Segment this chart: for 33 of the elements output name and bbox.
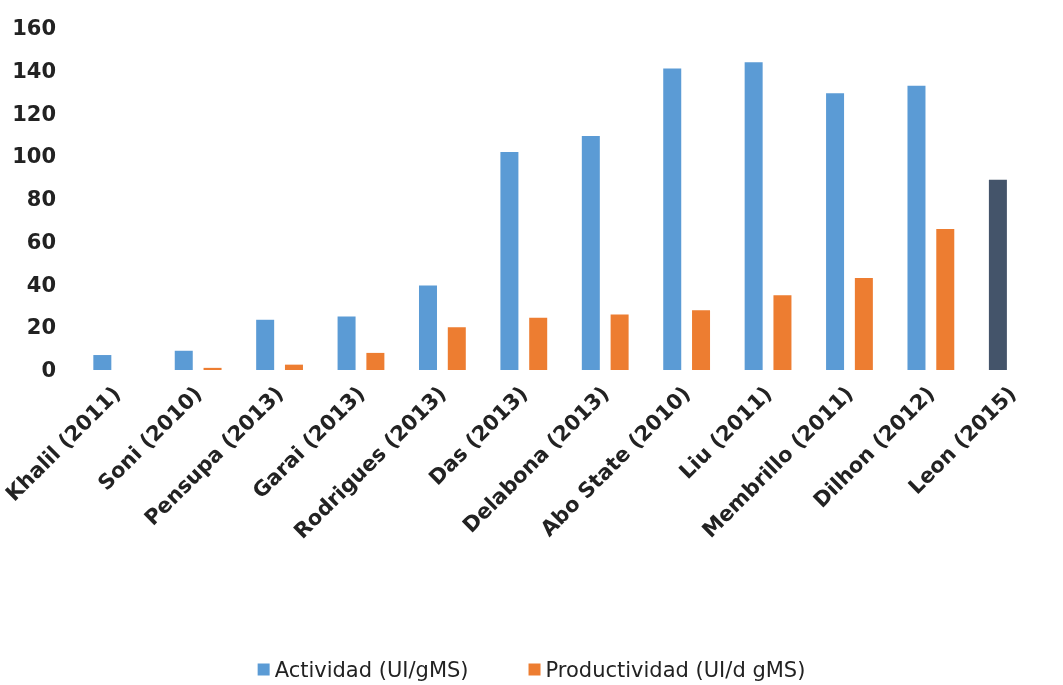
y-tick-label: 40 [26, 272, 57, 297]
y-tick-label: 120 [12, 101, 57, 126]
bar [284, 364, 303, 370]
legend-label: Actividad (UI/gMS) [274, 657, 469, 682]
bar [610, 314, 629, 370]
bar [337, 316, 356, 370]
bar [529, 317, 548, 370]
bar [692, 310, 711, 370]
y-tick-label: 140 [12, 58, 57, 83]
y-tick-label: 60 [26, 229, 57, 254]
legend-label: Productividad (UI/d gMS) [545, 657, 806, 682]
bar [854, 278, 873, 370]
y-tick-label: 20 [26, 315, 57, 340]
bar [744, 62, 763, 370]
bar [418, 285, 437, 370]
y-tick-label: 100 [12, 144, 57, 169]
bar [203, 367, 222, 370]
bar [500, 151, 519, 370]
bar [366, 352, 385, 370]
y-tick-label: 160 [12, 16, 57, 40]
bar [988, 179, 1007, 370]
bar [907, 85, 926, 370]
bar [447, 327, 466, 370]
y-tick-label: 80 [26, 187, 57, 211]
bar [773, 295, 792, 370]
bar [936, 228, 955, 370]
bar [826, 93, 845, 370]
bar [93, 355, 112, 370]
bar [663, 68, 682, 370]
y-tick-label: 0 [41, 358, 57, 382]
bar [581, 135, 600, 370]
bar [174, 350, 193, 370]
bar [256, 319, 275, 370]
